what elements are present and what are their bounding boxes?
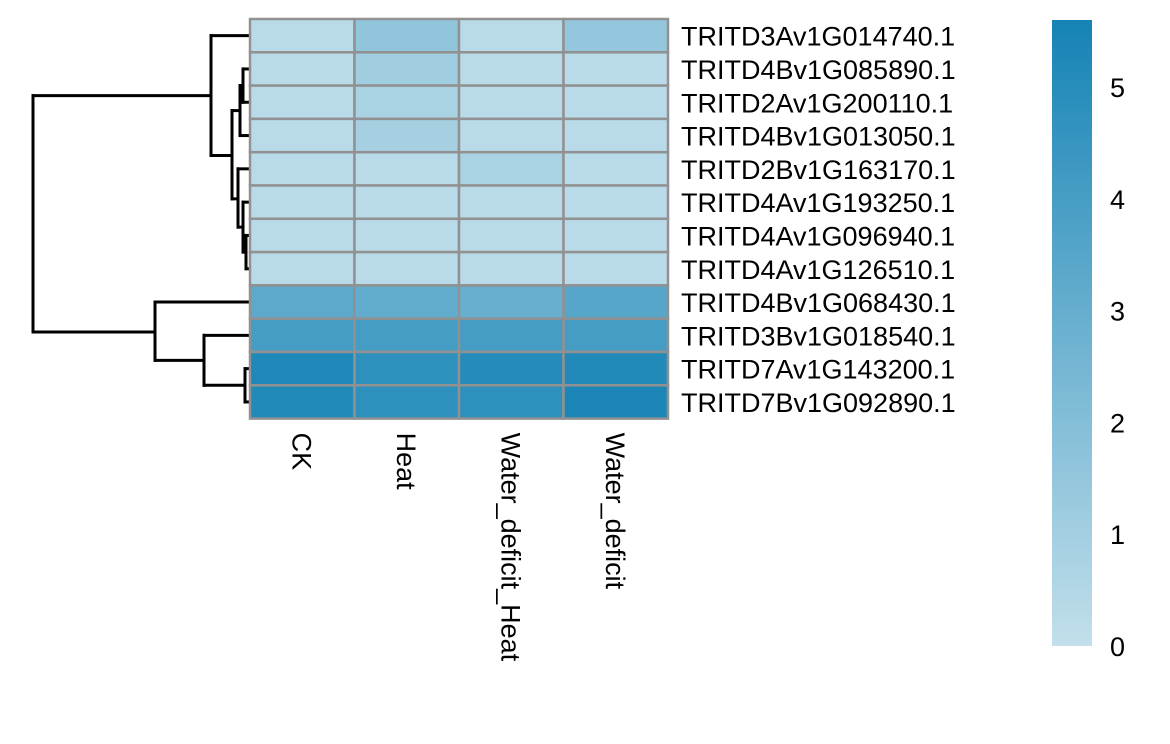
- heatmap-cell: [248, 317, 356, 354]
- heatmap-cell: [457, 150, 565, 187]
- heatmap-cell: [562, 117, 670, 154]
- heatmap-cell: [562, 51, 670, 87]
- heatmap-cell: [353, 284, 461, 320]
- heatmap-cell: [457, 284, 565, 320]
- heatmap-cell: [562, 384, 670, 420]
- heatmap-cell: [562, 350, 670, 387]
- heatmap-cell: [248, 250, 356, 287]
- legend-tick-label: 2: [1110, 408, 1125, 438]
- legend-tick-label: 0: [1110, 632, 1125, 662]
- heatmap-cell: [353, 17, 461, 54]
- row-label: TRITD3Av1G014740.1: [681, 22, 955, 52]
- row-label: TRITD7Av1G143200.1: [681, 355, 955, 385]
- heatmap-cell: [248, 150, 356, 187]
- heatmap-cell: [248, 284, 356, 320]
- heatmap-cell: [353, 84, 461, 121]
- row-label: TRITD4Av1G126510.1: [681, 255, 955, 285]
- heatmap-cell: [562, 17, 670, 54]
- row-label: TRITD3Bv1G018540.1: [681, 321, 956, 351]
- heatmap-cell: [248, 350, 356, 387]
- row-label: TRITD2Av1G200110.1: [681, 88, 953, 118]
- heatmap-cell: [248, 384, 356, 420]
- heatmap-cell: [353, 217, 461, 254]
- heatmap-cell: [457, 84, 565, 121]
- heatmap-cell: [562, 250, 670, 287]
- heatmap-cell: [353, 317, 461, 354]
- heatmap-cell: [353, 150, 461, 187]
- heatmap-cell: [457, 317, 565, 354]
- heatmap-cell: [248, 217, 356, 254]
- legend-tick-label: 3: [1110, 297, 1125, 327]
- row-label: TRITD4Av1G193250.1: [681, 188, 955, 218]
- row-dendrogram: [31, 34, 250, 404]
- heatmap-cell: [353, 350, 461, 387]
- heatmap-cell: [457, 17, 565, 54]
- row-label: TRITD4Bv1G013050.1: [681, 122, 956, 152]
- row-label: TRITD7Bv1G092890.1: [681, 388, 956, 418]
- legend-color-bar: [1052, 20, 1092, 646]
- column-labels: CK Heat Water_deficit_Heat Water_deficit: [286, 433, 630, 662]
- heatmap-cell: [248, 51, 356, 87]
- legend-tick-label: 4: [1110, 185, 1125, 215]
- heatmap-cell: [353, 117, 461, 154]
- legend-ticks: 0 1 2 3 4 5: [1110, 73, 1125, 662]
- heatmap-cell: [353, 184, 461, 221]
- heatmap-cell: [562, 150, 670, 187]
- heatmap-cell: [562, 84, 670, 121]
- heatmap-cell: [248, 184, 356, 221]
- color-legend: 0 1 2 3 4 5: [1052, 20, 1125, 662]
- row-label: TRITD4Av1G096940.1: [681, 221, 955, 251]
- row-labels: TRITD3Av1G014740.1TRITD4Bv1G085890.1TRIT…: [681, 22, 956, 418]
- legend-tick-label: 1: [1110, 520, 1125, 550]
- heatmap-cell: [248, 17, 356, 54]
- column-label: CK: [286, 433, 316, 471]
- heatmap-cell: [248, 117, 356, 154]
- heatmap-cell: [353, 250, 461, 287]
- row-label: TRITD4Bv1G085890.1: [681, 55, 956, 85]
- heatmap-cell: [562, 317, 670, 354]
- heatmap-cell: [457, 350, 565, 387]
- heatmap-cell: [457, 250, 565, 287]
- column-label: Heat: [391, 433, 421, 491]
- heatmap-cells: [248, 17, 670, 420]
- heatmap-cell: [353, 384, 461, 420]
- heatmap-cell: [457, 217, 565, 254]
- heatmap-cell: [457, 117, 565, 154]
- heatmap-cell: [562, 184, 670, 221]
- heatmap-cell: [457, 51, 565, 87]
- column-label: Water_deficit_Heat: [495, 433, 525, 662]
- legend-tick-label: 5: [1110, 73, 1125, 103]
- heatmap-cell: [457, 384, 565, 420]
- heatmap-cell: [248, 84, 356, 121]
- row-label: TRITD2Bv1G163170.1: [681, 155, 956, 185]
- column-label: Water_deficit: [600, 433, 630, 590]
- heatmap-cell: [562, 284, 670, 320]
- heatmap-cell: [457, 184, 565, 221]
- heatmap-cell: [353, 51, 461, 87]
- row-label: TRITD4Bv1G068430.1: [681, 288, 956, 318]
- heatmap-cell: [562, 217, 670, 254]
